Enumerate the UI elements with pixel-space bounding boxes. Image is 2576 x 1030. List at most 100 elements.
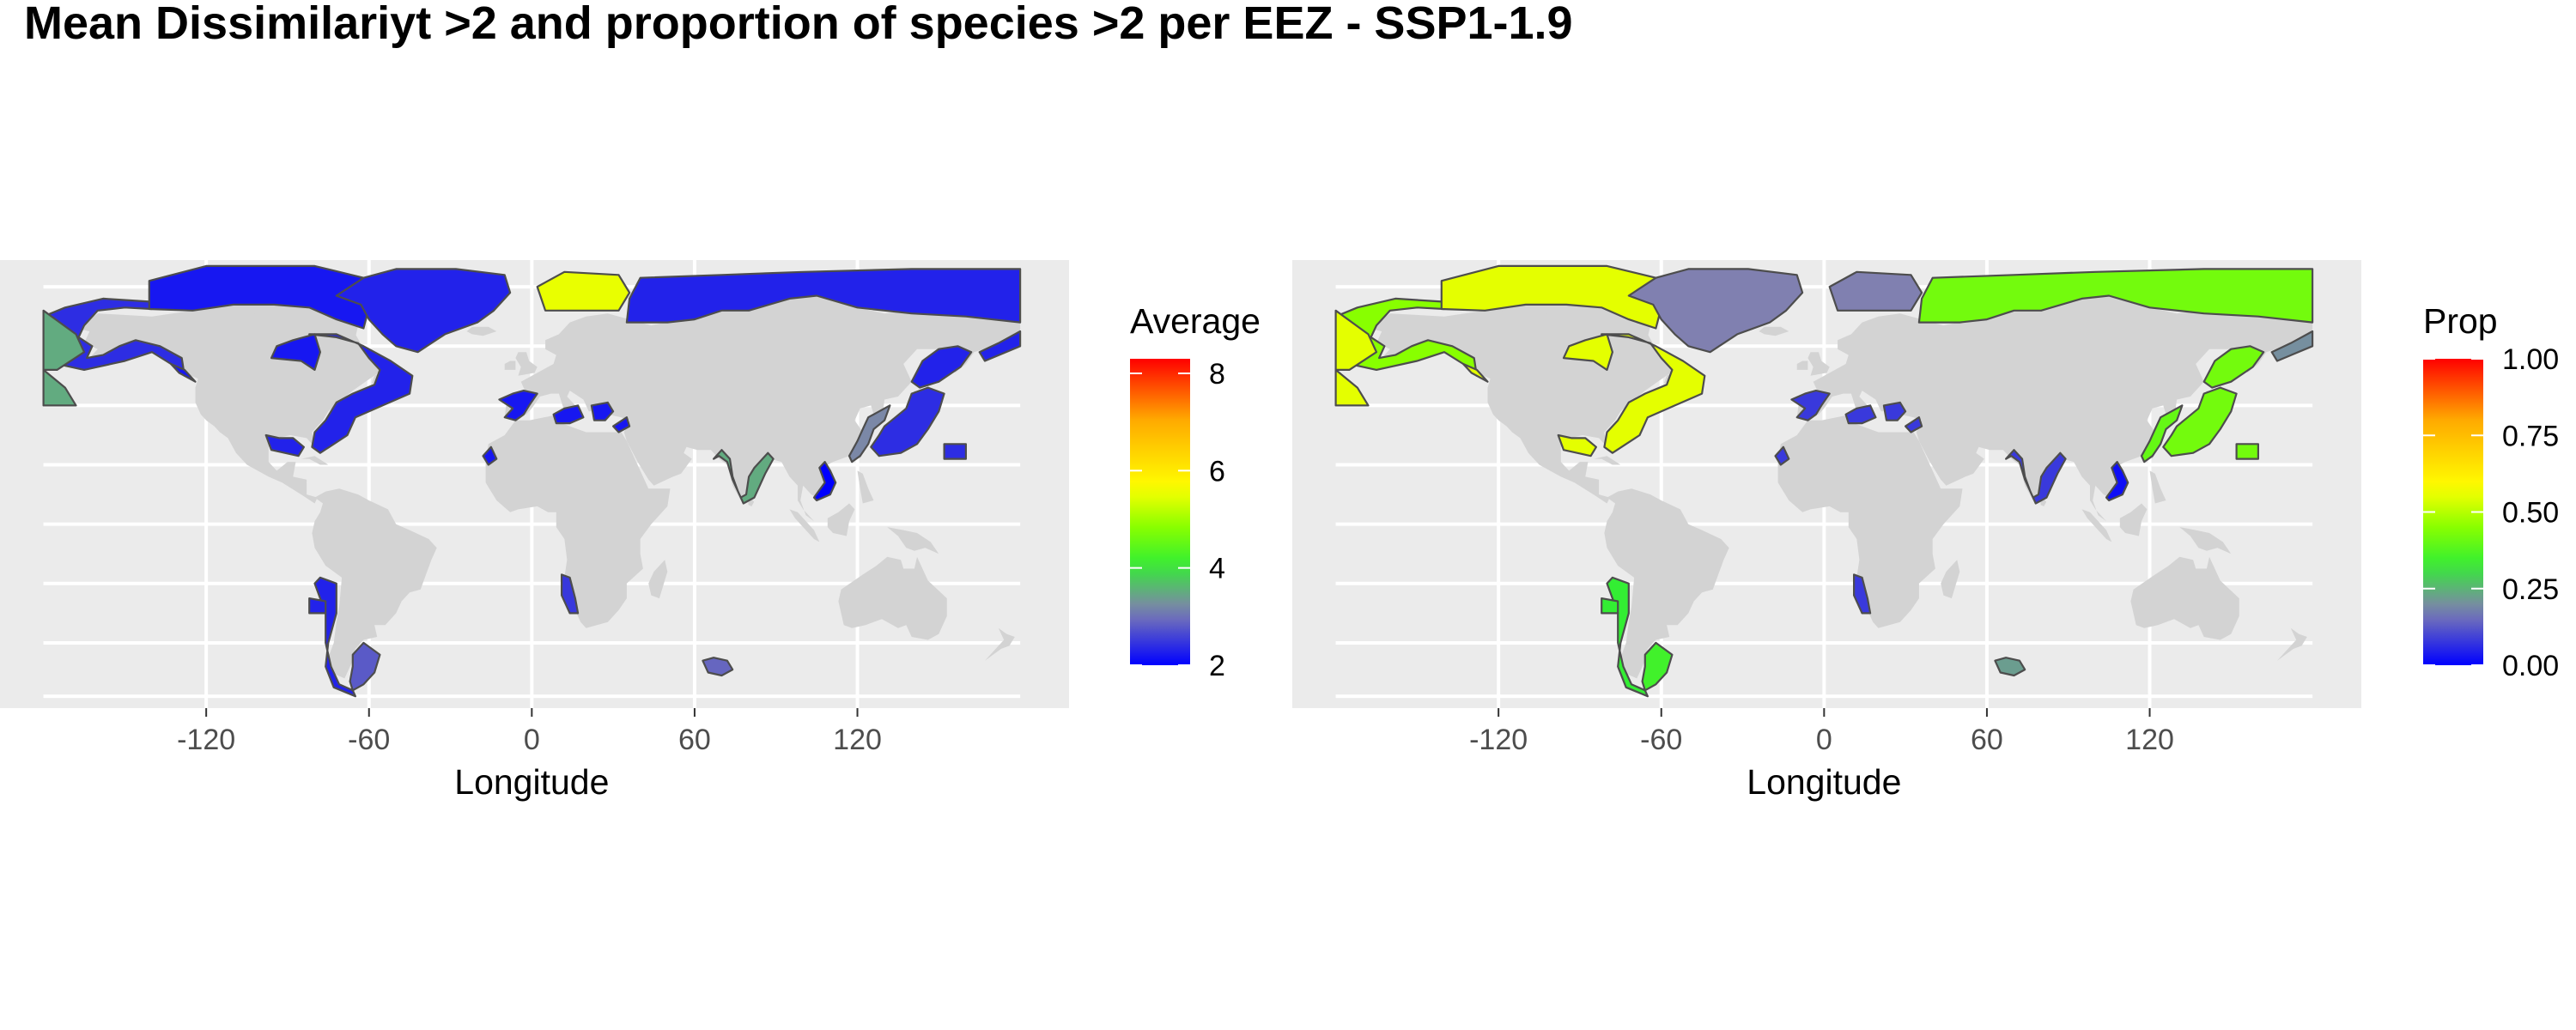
legend-title: Prop bbox=[2423, 301, 2498, 341]
legend-label: 2 bbox=[1209, 650, 1225, 682]
eez-region-argentina[interactable] bbox=[1641, 641, 1674, 692]
eez-region-argentina[interactable] bbox=[349, 641, 381, 692]
eez-region-canada-east-us-east[interactable] bbox=[1557, 433, 1598, 457]
land-borneo bbox=[2119, 503, 2148, 536]
land-sumatra bbox=[2081, 509, 2112, 542]
land-madagascar bbox=[1941, 560, 1960, 599]
land-southAmerica bbox=[312, 488, 437, 679]
land-australia bbox=[2130, 556, 2239, 640]
eez-region-russia-arctic[interactable] bbox=[1917, 268, 2314, 324]
land-victoria bbox=[1504, 307, 1551, 320]
eez-region-norway[interactable] bbox=[978, 330, 1022, 362]
legend-label: 0.75 bbox=[2502, 420, 2559, 452]
eez-region-canada-arctic[interactable] bbox=[270, 333, 321, 371]
eez-region-japan[interactable] bbox=[870, 386, 945, 457]
land-newguinea bbox=[887, 527, 939, 554]
eez-region-china-korea[interactable] bbox=[848, 404, 891, 464]
land-cuba bbox=[1593, 456, 1621, 465]
land-gbr bbox=[515, 352, 538, 376]
legend-label: 0.00 bbox=[2502, 650, 2559, 682]
eez-region-pacific-nw[interactable] bbox=[42, 309, 86, 371]
eez-region-greenland[interactable] bbox=[335, 268, 512, 354]
eez-region-mediterranean[interactable] bbox=[482, 445, 498, 466]
eez-region-russia-arctic[interactable] bbox=[625, 268, 1022, 324]
x-tick-label: -120 bbox=[177, 724, 235, 756]
x-tick-label: 120 bbox=[2125, 724, 2174, 756]
eez-region-canada-arctic[interactable] bbox=[170, 362, 197, 383]
eez-region-canada-east-us-east[interactable] bbox=[264, 433, 305, 457]
land-cuba bbox=[301, 456, 329, 465]
eez-region-svalbard[interactable] bbox=[1828, 270, 1923, 312]
land-africa bbox=[485, 414, 671, 628]
eez-region-mediterranean[interactable] bbox=[498, 390, 538, 421]
legend-label: 0.25 bbox=[2502, 573, 2559, 606]
land-australia bbox=[838, 556, 947, 640]
land-ireland bbox=[1796, 360, 1808, 370]
land-iceland bbox=[466, 326, 497, 336]
eez-region-kerguelen[interactable] bbox=[1994, 657, 2026, 677]
eez-region-mediterranean[interactable] bbox=[1790, 390, 1831, 421]
eez-region-japan[interactable] bbox=[2235, 443, 2259, 460]
x-axis-title: Longitude bbox=[454, 762, 609, 802]
land-madagascar bbox=[648, 560, 668, 599]
legend-title: Average bbox=[1130, 301, 1261, 341]
map-panel-prop: -120 -60 0 60 120 Longitude Prop 0.00 0.25 0.50 0.… bbox=[1292, 260, 2559, 802]
eez-region-india[interactable] bbox=[2005, 449, 2067, 505]
x-tick-label: 0 bbox=[1816, 724, 1832, 756]
eez-region-canada-arctic[interactable] bbox=[148, 264, 370, 330]
eez-region-mediterranean[interactable] bbox=[1882, 401, 1907, 421]
eez-region-canada-arctic[interactable] bbox=[1562, 333, 1614, 371]
legend-colorbar bbox=[1130, 359, 1190, 665]
eez-region-mediterranean[interactable] bbox=[611, 416, 631, 433]
x-tick-label: 0 bbox=[524, 724, 540, 756]
land-gbr bbox=[1807, 352, 1830, 376]
eez-region-mediterranean[interactable] bbox=[1774, 445, 1790, 466]
eez-region-canada-arctic[interactable] bbox=[1440, 264, 1662, 330]
map-panel-average: -120 -60 0 60 120 Longitude Average 2 4 6 8 bbox=[0, 260, 1261, 802]
eez-region-russia-arctic[interactable] bbox=[910, 345, 973, 389]
eez-region-vietnam[interactable] bbox=[812, 460, 837, 502]
eez-region-greenland[interactable] bbox=[1627, 268, 1804, 354]
eez-region-vietnam[interactable] bbox=[2105, 460, 2129, 502]
eez-region-japan[interactable] bbox=[943, 443, 968, 460]
legend-label: 6 bbox=[1209, 455, 1225, 488]
eez-region-svalbard[interactable] bbox=[536, 270, 631, 312]
eez-region-pacific-nw[interactable] bbox=[42, 368, 77, 407]
land-newzealand bbox=[2277, 627, 2307, 661]
eez-region-namibia[interactable] bbox=[560, 573, 580, 615]
eez-region-kerguelen[interactable] bbox=[702, 657, 734, 677]
x-tick-label: -120 bbox=[1469, 724, 1528, 756]
land-philippines bbox=[2149, 470, 2166, 504]
land-newzealand bbox=[985, 627, 1015, 661]
eez-region-pacific-nw[interactable] bbox=[1334, 309, 1378, 371]
x-tick-label: 120 bbox=[833, 724, 882, 756]
x-tick-label: 60 bbox=[1971, 724, 2003, 756]
land-sumatra bbox=[789, 509, 820, 542]
eez-region-japan[interactable] bbox=[2162, 386, 2238, 457]
map-plot-area bbox=[1334, 260, 2314, 708]
eez-region-mediterranean[interactable] bbox=[590, 401, 615, 421]
eez-region-mediterranean[interactable] bbox=[1905, 416, 1923, 433]
eez-region-norway[interactable] bbox=[2270, 330, 2314, 362]
legend-label: 8 bbox=[1209, 358, 1225, 391]
land-iceland bbox=[1759, 326, 1789, 336]
eez-region-pacific-nw[interactable] bbox=[1334, 368, 1370, 407]
eez-region-india[interactable] bbox=[712, 449, 775, 505]
eez-region-namibia[interactable] bbox=[1853, 573, 1872, 615]
eez-region-russia-arctic[interactable] bbox=[2202, 345, 2265, 389]
eez-region-canada-east-us-east[interactable] bbox=[1601, 333, 1706, 454]
x-tick-label: 60 bbox=[678, 724, 711, 756]
land-newguinea bbox=[2179, 527, 2232, 554]
eez-region-china-korea[interactable] bbox=[2140, 404, 2184, 464]
legend-prop: Prop 0.00 0.25 0.50 0.75 1.00 bbox=[2423, 301, 2559, 682]
eez-region-mediterranean[interactable] bbox=[1844, 404, 1877, 425]
legend-label: 1.00 bbox=[2502, 343, 2559, 376]
eez-region-chile[interactable] bbox=[308, 597, 327, 615]
eez-region-canada-arctic[interactable] bbox=[1461, 362, 1489, 383]
x-tick-label: -60 bbox=[1640, 724, 1682, 756]
eez-region-mediterranean[interactable] bbox=[552, 404, 585, 425]
eez-region-canada-east-us-east[interactable] bbox=[308, 333, 414, 454]
land-africa bbox=[1777, 414, 1963, 628]
eez-region-chile[interactable] bbox=[1601, 597, 1619, 615]
